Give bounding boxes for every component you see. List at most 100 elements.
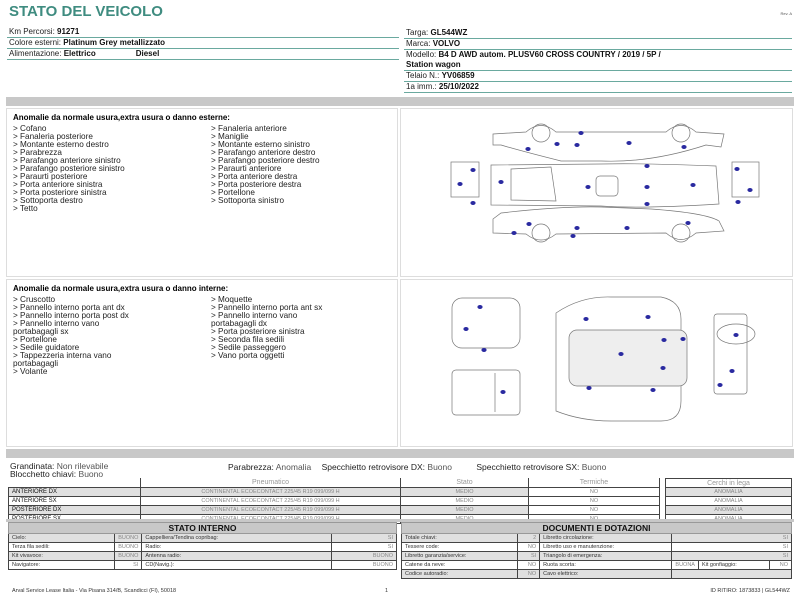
item-value: NO <box>769 560 792 570</box>
damage-item: > Tetto <box>13 204 38 213</box>
damage-item: > Vano porta oggetti <box>211 351 285 360</box>
item-value: BUONO <box>114 542 143 552</box>
tyre-state: MEDIO <box>400 486 529 497</box>
damage-marker <box>624 226 630 230</box>
item-value: BUONO <box>331 560 397 570</box>
stato-interno-table: STATO INTERNO Cielo: BUONO Cappelliera/Ten… <box>7 522 397 570</box>
damage-marker <box>525 147 531 151</box>
damage-marker <box>734 167 740 171</box>
item-label: Libretto garanzia/service: <box>400 551 519 561</box>
item-label: Kit gonfiaggio: <box>697 560 771 570</box>
item-label: Navigatore: <box>7 560 116 570</box>
damage-item: > Porta anteriore destra <box>211 172 298 181</box>
item-label: Cavo elettrico: <box>539 569 673 579</box>
damage-marker <box>618 352 624 356</box>
damage-marker <box>626 141 632 145</box>
rim-row: ANOMALIA <box>665 496 792 506</box>
item-value <box>671 569 792 579</box>
damage-item: > Pannello interno porta post dx <box>13 311 129 320</box>
damage-item: > Portellone <box>211 188 255 197</box>
item-value: SI <box>671 542 792 552</box>
damage-item: > Paraurti anteriore <box>211 164 282 173</box>
tyre-model: CONTINENTAL ECOECONTACT 225/45 R19 099/0… <box>140 504 401 515</box>
tyre-position: ANTERIORE DX <box>8 486 141 497</box>
tyre-winter: NO <box>528 486 660 497</box>
damage-item: > Porta posteriore destra <box>211 180 302 189</box>
model-row: Modello: B4 D AWD autom. PLUSV60 CROSS C… <box>404 50 792 71</box>
item-value: BUONO <box>114 551 143 561</box>
damage-item: > Sottoporta sinistro <box>211 196 285 205</box>
revision: Rev. A <box>780 11 793 16</box>
item-value: NO <box>517 542 541 552</box>
tyre-winter: NO <box>528 504 660 515</box>
item-value: SI <box>671 533 792 543</box>
damage-marker <box>583 317 589 321</box>
exterior-damage-list: Anomalie da normale usura,extra usura o … <box>6 108 398 277</box>
car-exterior-diagram <box>450 123 760 243</box>
item-label: Ruota scorta: <box>539 560 673 570</box>
damage-marker <box>470 201 476 205</box>
item-value: SI <box>517 551 541 561</box>
item-value: NO <box>517 560 541 570</box>
damage-marker <box>650 388 656 392</box>
exterior-diagram <box>400 108 793 277</box>
damage-marker <box>500 390 506 394</box>
damage-marker <box>477 305 483 309</box>
tyre-model: CONTINENTAL ECOECONTACT 225/45 R19 099/0… <box>140 495 401 506</box>
tyre-row: POSTERIORE DX CONTINENTAL ECOECONTACT 225… <box>8 504 660 515</box>
tyres-table: Pneumatico Stato Termiche ANTERIORE DX CONT… <box>8 478 660 524</box>
interior-title: Anomalie da normale usura,extra usura o … <box>13 284 229 293</box>
item-value: BUONO <box>114 533 143 543</box>
damage-marker <box>644 185 650 189</box>
interior-damage-list: Anomalie da normale usura,extra usura o … <box>6 279 398 447</box>
item-label: Codice autoradio: <box>400 569 519 579</box>
item-label: Triangolo di emergenza: <box>539 551 673 561</box>
tyre-position: ANTERIORE SX <box>8 495 141 506</box>
damage-marker <box>554 142 560 146</box>
damage-marker <box>685 221 691 225</box>
exterior-title: Anomalie da normale usura,extra usura o … <box>13 113 230 122</box>
section-row: Terza fila sedili: BUONO Radio: SI <box>7 542 397 552</box>
damage-marker <box>574 143 580 147</box>
divider <box>6 97 794 106</box>
chassis-row: Telaio N.: YV06859 <box>404 71 792 82</box>
tyre-model: CONTINENTAL ECOECONTACT 225/45 R19 099/0… <box>140 486 401 497</box>
section-row: Cielo: BUONO Cappelliera/Tendina copribag:… <box>7 533 397 543</box>
damage-marker <box>481 348 487 352</box>
item-label: Kit vivavoce: <box>7 551 116 561</box>
section-row: Totale chiavi: 2 Libretto circolazione: SI <box>400 533 792 543</box>
km-row: Km Percorsi: 91271 <box>7 27 399 38</box>
damage-marker <box>457 182 463 186</box>
tyre-row: ANTERIORE SX CONTINENTAL ECOECONTACT 225/… <box>8 495 660 506</box>
damage-marker <box>690 183 696 187</box>
tyre-row: ANTERIORE DX CONTINENTAL ECOECONTACT 225/… <box>8 486 660 497</box>
windscreen-check: Parabrezza: Anomalia <box>228 462 312 472</box>
damage-item: > Volante <box>13 367 48 376</box>
tyre-state: MEDIO <box>400 495 529 506</box>
damage-marker <box>735 200 741 204</box>
damage-item: > Seconda fila sedili <box>211 335 285 344</box>
damage-marker <box>717 383 723 387</box>
damage-item: > Pannello interno vano <box>211 311 298 320</box>
item-value: NO <box>517 569 541 579</box>
damage-item: > Cruscotto <box>13 295 56 304</box>
rim-state: ANOMALIA <box>665 487 792 497</box>
rim-state: ANOMALIA <box>665 496 792 506</box>
item-label: Radio: <box>141 542 333 552</box>
damage-marker <box>733 333 739 337</box>
damage-marker <box>526 222 532 226</box>
damage-item: > Maniglie <box>211 132 249 141</box>
damage-item: > Parafango posteriore sinistro <box>13 164 125 173</box>
vehicle-info-right: Targa: GL544WZ Marca: VOLVO Modello: B4 … <box>404 28 792 93</box>
damage-item: > Porta posteriore sinistra <box>13 188 107 197</box>
item-label: Terza fila sedili: <box>7 542 116 552</box>
damage-item: > Parabrezza <box>13 148 62 157</box>
item-label: Tessere code: <box>400 542 519 552</box>
damage-item: > Moquette <box>211 295 253 304</box>
damage-item: > Paraurti posteriore <box>13 172 88 181</box>
item-label: Cielo: <box>7 533 116 543</box>
damage-marker <box>585 185 591 189</box>
damage-marker <box>644 164 650 168</box>
plate-row: Targa: GL544WZ <box>404 28 792 39</box>
damage-item: > Pannello interno porta ant sx <box>211 303 323 312</box>
